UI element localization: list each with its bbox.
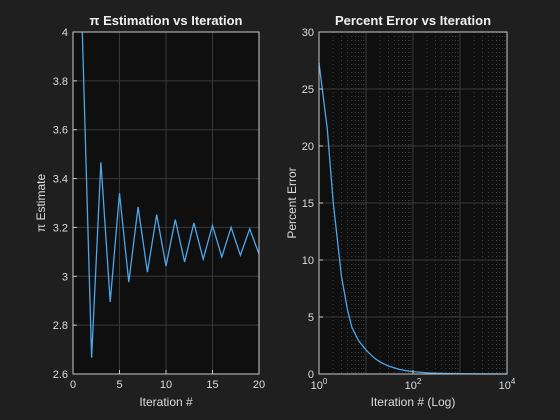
y-tick-label: 2.8	[53, 320, 68, 332]
x-tick-exponent: 2	[417, 377, 422, 386]
y-tick-label: 3.4	[53, 174, 68, 186]
pi-estimation-chart: 0 5 10 15 20 2.6 2.8 3 3.2 3.4 3.6 3.8 4 π Estimatio…	[34, 13, 265, 409]
y-tick-label: 30	[302, 27, 314, 39]
y-tick-label: 2.6	[53, 369, 68, 381]
x-tick-label: 0	[70, 379, 76, 391]
y-tick-label: 3.2	[53, 222, 68, 234]
x-tick-label: 20	[253, 379, 265, 391]
x-tick-label: 104	[499, 377, 516, 392]
y-tick-label: 15	[302, 198, 314, 210]
grid-left	[72, 31, 260, 375]
x-axis-label-right: Iteration # (Log)	[371, 395, 456, 409]
x-tick-label: 102	[405, 377, 422, 392]
x-tick-exponent: 4	[511, 377, 516, 386]
y-axis-label-right: Percent Error	[285, 167, 299, 238]
x-axis-label-left: Iteration #	[139, 395, 193, 409]
x-tick-label: 10	[160, 379, 172, 391]
y-axis-label-left: π Estimate	[34, 174, 48, 233]
y-tick-label: 3.8	[53, 76, 68, 88]
x-tick-label: 100	[311, 377, 328, 392]
chart-title-right: Percent Error vs Iteration	[335, 13, 491, 28]
x-tick-label: 15	[206, 379, 218, 391]
tick-labels-left: 0 5 10 15 20 2.6 2.8 3 3.2 3.4 3.6 3.8 4	[53, 27, 265, 391]
x-tick-exponent: 0	[323, 377, 328, 386]
y-tick-label: 5	[308, 312, 314, 324]
x-tick-base: 10	[405, 380, 417, 392]
y-tick-label: 10	[302, 255, 314, 267]
y-tick-label: 3.6	[53, 125, 68, 137]
y-tick-label: 25	[302, 84, 314, 96]
x-tick-base: 10	[499, 380, 511, 392]
y-tick-label: 20	[302, 141, 314, 153]
x-tick-base: 10	[311, 380, 323, 392]
y-tick-label: 0	[308, 369, 314, 381]
series-line-pi-estimate	[81, 31, 260, 358]
chart-title-left: π Estimation vs Iteration	[90, 13, 243, 28]
y-tick-label: 4	[62, 27, 68, 39]
y-tick-label: 3	[62, 271, 68, 283]
x-tick-label: 5	[116, 379, 122, 391]
